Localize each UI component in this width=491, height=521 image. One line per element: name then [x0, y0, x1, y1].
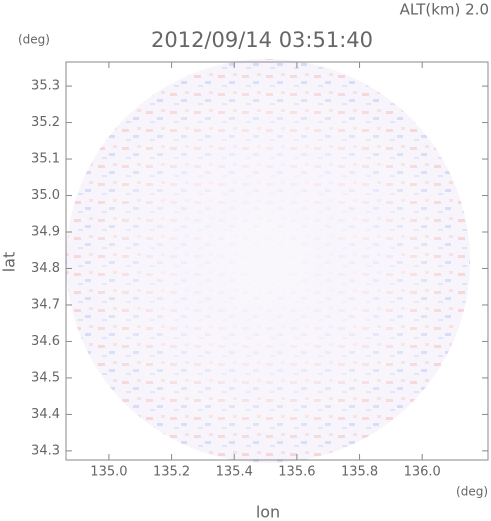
y-tick-label: 34.6	[31, 334, 60, 349]
y-tick-label: 34.5	[31, 370, 60, 385]
y-tick-label: 35.0	[31, 188, 60, 203]
annotation: ALT(km) 2.0	[400, 1, 489, 19]
y-tick-label: 35.1	[31, 152, 60, 167]
y-axis-label: lat	[0, 252, 19, 273]
x-tick-label: 135.4	[216, 465, 253, 480]
y-tick-label: 35.3	[31, 79, 60, 94]
y-tick-label: 34.3	[31, 443, 60, 458]
plot-frame	[65, 61, 489, 461]
chart-title: 2012/09/14 03:51:40	[151, 28, 373, 52]
x-axis-label: lon	[256, 503, 280, 521]
y-unit: (deg)	[18, 33, 50, 47]
x-tick-label: 135.6	[278, 465, 315, 480]
y-tick-label: 34.4	[31, 407, 60, 422]
y-tick-label: 34.9	[31, 224, 60, 239]
x-tick-label: 136.0	[404, 465, 441, 480]
x-tick-label: 135.2	[153, 465, 190, 480]
y-tick-label: 35.2	[31, 115, 60, 130]
y-tick-label: 34.7	[31, 297, 60, 312]
x-unit: (deg)	[456, 485, 488, 499]
x-tick-label: 135.8	[341, 465, 378, 480]
y-tick-label: 34.8	[31, 261, 60, 276]
x-tick-label: 135.0	[90, 465, 127, 480]
radar-field-shade	[66, 59, 470, 463]
